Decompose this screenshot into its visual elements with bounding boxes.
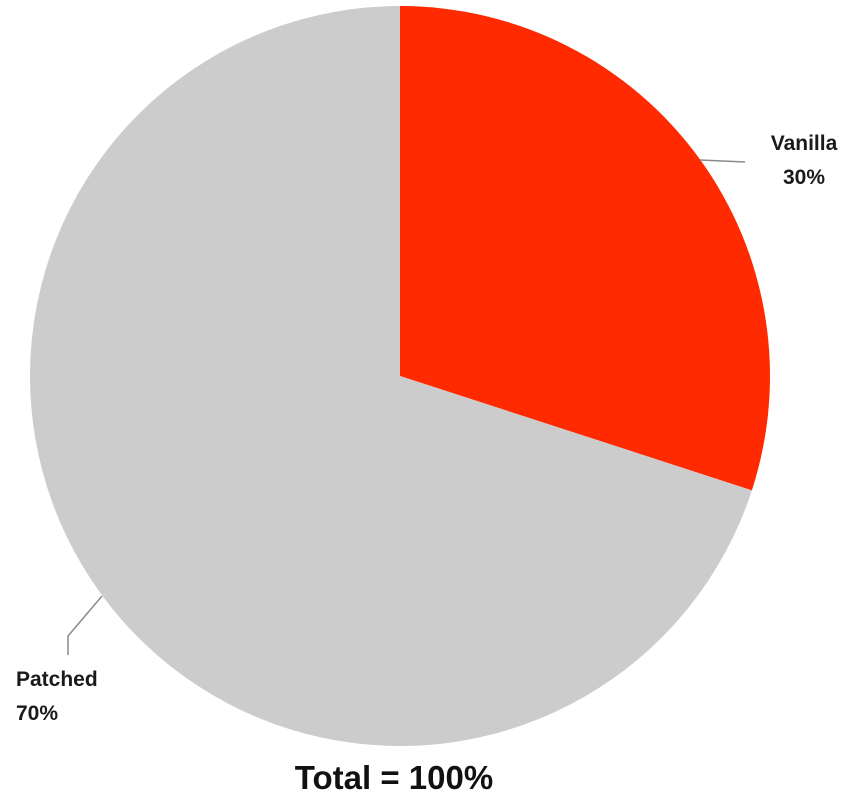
pie-slice-vanilla: [400, 6, 771, 491]
slice-label-vanilla: Vanilla: [771, 132, 838, 155]
slice-value-vanilla: 30%: [783, 166, 825, 189]
total-label: Total = 100%: [295, 759, 493, 794]
pie-slices: [30, 6, 771, 746]
leader-line-vanilla: [699, 159, 746, 163]
slice-value-patched: 70%: [16, 702, 58, 725]
pie-slice-patched: [30, 6, 752, 746]
leader-line-patched: [67, 595, 103, 655]
slice-label-patched: Patched: [16, 668, 98, 691]
